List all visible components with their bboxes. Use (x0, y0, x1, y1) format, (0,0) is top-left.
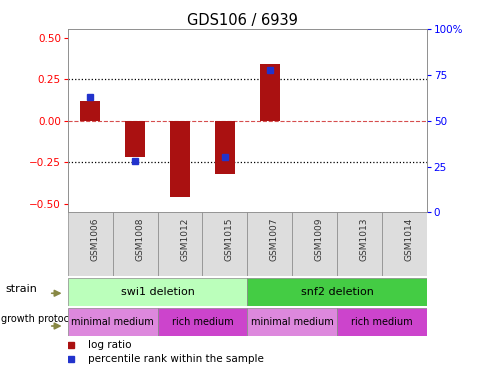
Text: GSM1009: GSM1009 (314, 217, 323, 261)
Bar (291, 212, 336, 276)
Bar (336, 308, 426, 336)
Text: GSM1008: GSM1008 (135, 217, 144, 261)
Bar (68, 278, 247, 306)
Text: GSM1006: GSM1006 (90, 217, 99, 261)
Text: GSM1015: GSM1015 (225, 217, 233, 261)
Text: growth protocol: growth protocol (1, 314, 78, 324)
Bar (80, 101, 100, 121)
Text: GDS106 / 6939: GDS106 / 6939 (187, 13, 297, 28)
Text: GSM1013: GSM1013 (359, 217, 368, 261)
Bar (125, 121, 145, 157)
Bar (247, 308, 336, 336)
Bar (247, 212, 291, 276)
Text: minimal medium: minimal medium (250, 317, 333, 327)
Bar (169, 121, 190, 197)
Text: rich medium: rich medium (350, 317, 412, 327)
Text: swi1 deletion: swi1 deletion (121, 287, 194, 297)
Bar (157, 308, 247, 336)
Bar (112, 212, 157, 276)
Bar (247, 278, 426, 306)
Text: minimal medium: minimal medium (71, 317, 154, 327)
Text: strain: strain (5, 284, 37, 294)
Text: GSM1012: GSM1012 (180, 217, 189, 261)
Text: rich medium: rich medium (171, 317, 233, 327)
Text: log ratio: log ratio (88, 340, 131, 350)
Bar (336, 212, 381, 276)
Bar (157, 212, 202, 276)
Text: GSM1014: GSM1014 (404, 217, 412, 261)
Text: percentile rank within the sample: percentile rank within the sample (88, 354, 263, 365)
Bar (68, 212, 112, 276)
Bar (381, 212, 426, 276)
Bar (68, 308, 157, 336)
Bar (214, 121, 235, 174)
Text: GSM1007: GSM1007 (269, 217, 278, 261)
Bar (202, 212, 247, 276)
Bar (259, 64, 279, 121)
Text: snf2 deletion: snf2 deletion (300, 287, 373, 297)
